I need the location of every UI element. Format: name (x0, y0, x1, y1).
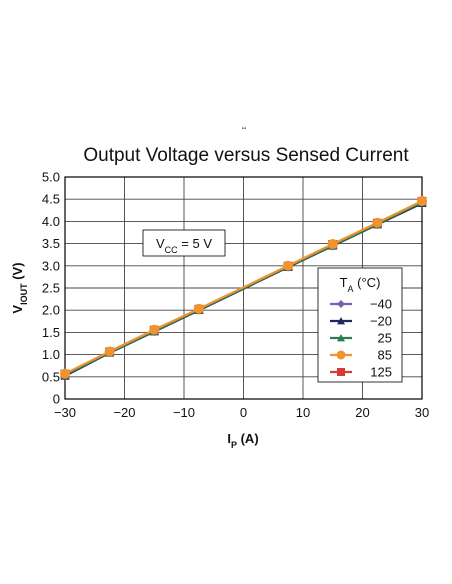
top-mark: ʻʻ (242, 125, 246, 137)
legend-marker (337, 317, 345, 325)
x-tick-labels: −30 −20 −10 0 10 20 30 (54, 405, 429, 420)
legend-label: 85 (378, 348, 392, 363)
legend-item-3: 85 (330, 348, 392, 363)
legend-label: −20 (370, 314, 392, 329)
y-tick-label: 4.0 (42, 214, 60, 229)
x-tick-label: 10 (296, 405, 310, 420)
legend-marker (336, 350, 346, 360)
x-tick-label: 30 (415, 405, 429, 420)
legend-item-4: 125 (330, 365, 392, 380)
x-axis-label: IP (A) (227, 431, 258, 450)
y-tick-label: 5.0 (42, 170, 60, 185)
series-3 (60, 195, 427, 379)
legend-box (317, 267, 403, 383)
plot-frame (64, 176, 423, 400)
y-tick-label: 1.0 (42, 347, 60, 362)
x-tick-label: 0 (240, 405, 247, 420)
y-tick-label: 3.0 (42, 258, 60, 273)
data-point (104, 346, 115, 357)
legend-label: −40 (370, 297, 392, 312)
y-tick-label: 2.0 (42, 303, 60, 318)
y-tick-label: 0 (53, 392, 60, 407)
y-tick-labels: 0 0.5 1.0 1.5 2.0 2.5 3.0 3.5 4.0 4.5 5.0 (42, 170, 60, 407)
x-tick-label: −30 (54, 405, 76, 420)
x-tick-label: −10 (173, 405, 195, 420)
vcc-annotation: VCC = 5 V (156, 236, 212, 255)
x-tick-label: −20 (113, 405, 135, 420)
legend-marker (337, 368, 345, 376)
y-tick-label: 4.5 (42, 192, 60, 207)
legend-marker (337, 334, 345, 342)
chart-title: Output Voltage versus Sensed Current (83, 145, 409, 166)
series-line (64, 200, 423, 375)
legend-label: 125 (370, 365, 392, 380)
y-tick-label: 3.5 (42, 236, 60, 251)
vcc-annotation-box (142, 229, 226, 257)
y-tick-label: 0.5 (42, 369, 60, 384)
x-tick-label: 20 (355, 405, 369, 420)
data-point (372, 217, 383, 228)
data-point (417, 195, 427, 206)
data-point (327, 239, 338, 250)
legend-item-0: −40 (330, 297, 392, 312)
legend-item-1: −20 (330, 314, 392, 329)
data-point (60, 368, 70, 379)
y-tick-label: 2.5 (42, 281, 60, 296)
legend-marker (337, 300, 345, 308)
data-point (283, 260, 294, 271)
data-point (149, 324, 160, 335)
legend-title: TA (°C) (340, 275, 381, 294)
data-series (60, 195, 427, 381)
data-point (193, 303, 204, 314)
y-tick-label: 1.5 (42, 325, 60, 340)
legend-label: 25 (378, 331, 392, 346)
legend-entries: −40 −20 25 85 125 (330, 297, 392, 380)
legend-item-2: 25 (330, 331, 392, 346)
y-axis-label: VIOUT (V) (10, 262, 29, 313)
